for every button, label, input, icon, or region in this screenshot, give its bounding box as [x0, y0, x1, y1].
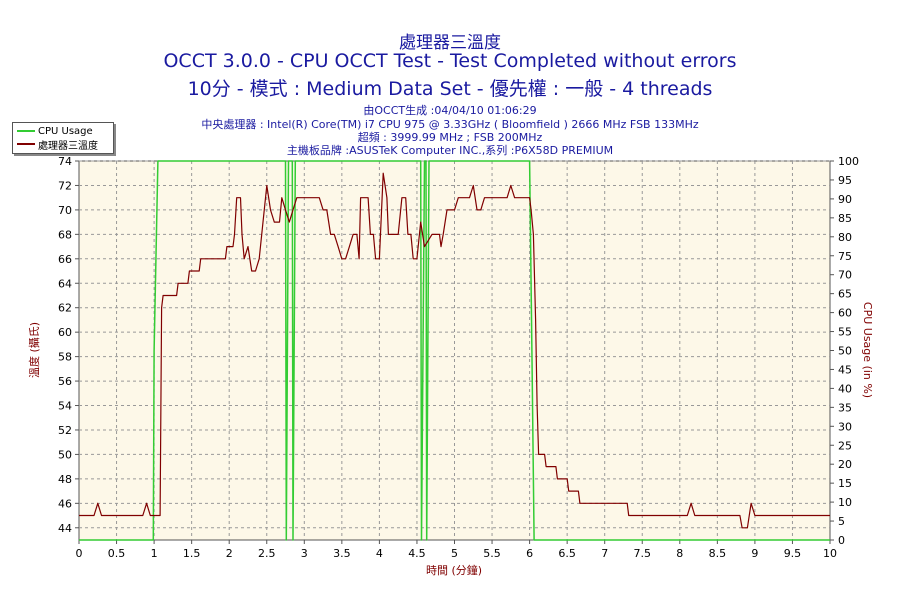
legend-entry-cpu-usage: CPU Usage	[17, 125, 93, 137]
y-left-tick-label: 48	[58, 473, 72, 486]
x-tick-label: 5	[451, 547, 458, 560]
x-tick-label: 9	[751, 547, 758, 560]
x-tick-label: 3.5	[333, 547, 351, 560]
y-left-tick-label: 52	[58, 424, 72, 437]
legend-label-temperature: 處理器三溫度	[38, 140, 98, 152]
y-left-tick-label: 54	[58, 400, 72, 413]
grid	[79, 160, 830, 540]
series-line-temperature	[79, 172, 830, 529]
y-left-tick-label: 58	[58, 351, 72, 364]
y-right-tick-label: 45	[838, 363, 852, 376]
x-tick-label: 7	[601, 547, 608, 560]
chart-subtitle-1: OCCT 3.0.0 - CPU OCCT Test - Test Comple…	[163, 50, 737, 72]
x-tick-label: 2	[226, 547, 233, 560]
y-right-tick-label: 15	[838, 477, 852, 490]
x-tick-label: 7.5	[634, 547, 652, 560]
x-tick-label: 6	[526, 547, 533, 560]
y-right-tick-label: 25	[838, 439, 852, 452]
x-tick-label: 4	[376, 547, 383, 560]
x-axis-label: 時間 (分鐘)	[426, 563, 482, 577]
x-tick-label: 1.5	[183, 547, 201, 560]
y-left-tick-label: 64	[58, 277, 72, 290]
y-right-tick-label: 30	[838, 420, 852, 433]
y-right-tick-label: 70	[838, 269, 852, 282]
info-line-cpu: 中央處理器 : Intel(R) Core(TM) i7 CPU 975 @ 3…	[201, 118, 699, 131]
x-tick-label: 2.5	[258, 547, 276, 560]
y-right-tick-label: 65	[838, 288, 852, 301]
y-left-tick-label: 66	[58, 253, 72, 266]
y-axis-left: 44 46 48 50 52 54 56 58 60 62 64 66 68 70 72 74	[58, 155, 79, 535]
y-axis-right: 0 5 10 15 20 25 30 35 40 45 50 55 60 65 70 75 80 85 90 95 10…	[830, 155, 859, 547]
chart-legend: CPU Usage 處理器三溫度	[12, 122, 114, 154]
x-tick-label: 5.5	[483, 547, 501, 560]
series-lines	[79, 160, 830, 541]
y-left-tick-label: 62	[58, 302, 72, 315]
info-line-motherboard: 主機板品牌 :ASUSTeK Computer INC.,系列 :P6X58D …	[286, 144, 614, 157]
y-right-tick-label: 40	[838, 382, 852, 395]
legend-label-cpu-usage: CPU Usage	[38, 125, 93, 137]
y-right-tick-label: 90	[838, 193, 852, 206]
x-tick-label: 10	[823, 547, 837, 560]
y-left-tick-label: 56	[58, 375, 72, 388]
legend-entry-temperature: 處理器三溫度	[17, 138, 98, 152]
y-left-tick-label: 50	[58, 448, 72, 461]
y-right-tick-label: 20	[838, 458, 852, 471]
x-tick-label: 4.5	[408, 547, 426, 560]
info-line-generated: 由OCCT生成 :04/04/10 01:06:29	[363, 104, 537, 117]
chart-title: 處理器三溫度	[399, 33, 501, 53]
y-left-tick-label: 60	[58, 326, 72, 339]
y-right-tick-label: 5	[838, 515, 845, 528]
y-right-tick-label: 0	[838, 534, 845, 547]
x-axis: 0 0.5 1 1.5 2 2.5 3 3.5 4 4.5 5 5.5 6 6.5 7 7.5 8 8.5 9 9.5…	[76, 540, 837, 560]
x-tick-label: 8	[676, 547, 683, 560]
y-right-tick-label: 85	[838, 212, 852, 225]
y-right-tick-label: 95	[838, 174, 852, 187]
y-right-tick-label: 100	[838, 155, 859, 168]
y-left-tick-label: 70	[58, 204, 72, 217]
y-left-tick-label: 68	[58, 228, 72, 241]
x-tick-label: 9.5	[784, 547, 802, 560]
y-left-tick-label: 46	[58, 497, 72, 510]
x-tick-label: 0.5	[108, 547, 126, 560]
y-right-tick-label: 55	[838, 326, 852, 339]
x-tick-label: 6.5	[558, 547, 576, 560]
info-line-overclock: 超頻 : 3999.99 MHz ; FSB 200MHz	[357, 131, 543, 144]
legend-swatch-cpu-usage	[17, 130, 35, 132]
y-right-tick-label: 35	[838, 401, 852, 414]
y-right-tick-label: 10	[838, 496, 852, 509]
x-tick-label: 8.5	[709, 547, 727, 560]
legend-swatch-temperature	[17, 143, 35, 145]
y-axis-left-label: 溫度 (攝氏)	[27, 322, 41, 378]
chart-subtitle-2: 10分 - 模式 : Medium Data Set - 優先權 : 一般 - …	[187, 78, 713, 100]
y-right-tick-label: 50	[838, 345, 852, 358]
y-left-tick-label: 44	[58, 522, 72, 535]
y-axis-right-label: CPU Usage (in %)	[861, 302, 874, 398]
y-right-tick-label: 60	[838, 307, 852, 320]
plot-area	[78, 160, 831, 541]
x-tick-label: 1	[151, 547, 158, 560]
y-right-tick-label: 75	[838, 250, 852, 263]
series-line-cpu-usage	[79, 160, 830, 541]
y-left-tick-label: 74	[58, 155, 72, 168]
x-tick-label: 0	[76, 547, 83, 560]
x-tick-label: 3	[301, 547, 308, 560]
y-left-tick-label: 72	[58, 179, 72, 192]
y-right-tick-label: 80	[838, 231, 852, 244]
